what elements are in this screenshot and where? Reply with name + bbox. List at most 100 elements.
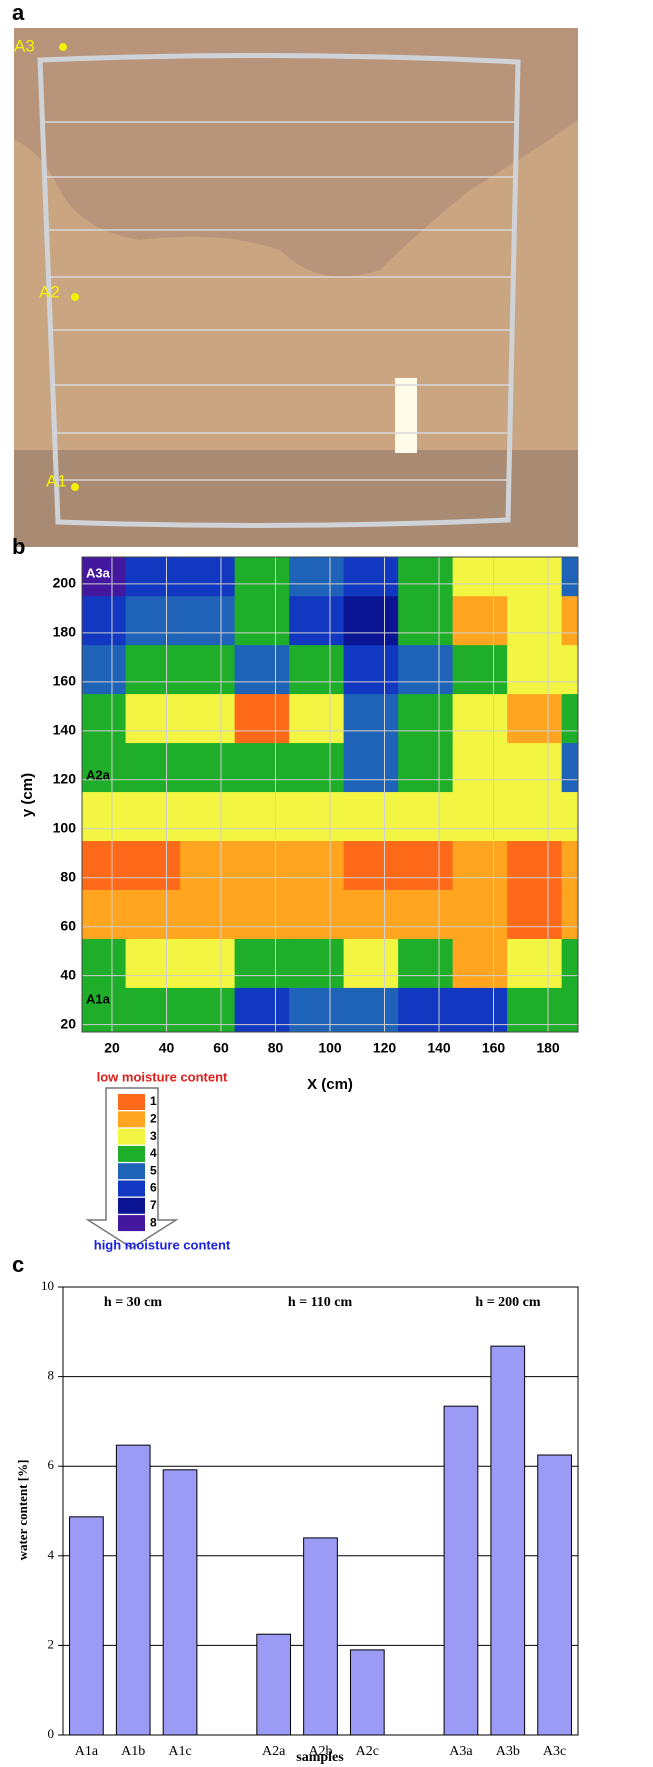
contour-cell (507, 743, 562, 792)
panel-label: b (12, 534, 25, 559)
contour-cell (289, 743, 344, 792)
contour-cell (344, 743, 399, 792)
bar (257, 1634, 291, 1735)
contour-cell (126, 743, 181, 792)
contour-cell (453, 841, 508, 890)
x-tick-label: A1b (121, 1744, 145, 1759)
contour-cell (507, 645, 562, 694)
contour-cell (344, 596, 399, 645)
y-tick-label: 2 (48, 1636, 55, 1651)
contour-cell (235, 939, 290, 988)
bar (116, 1445, 150, 1735)
contour-cell (126, 596, 181, 645)
contour-cell (507, 792, 562, 841)
legend-swatch (118, 1215, 145, 1231)
contour-cell (344, 694, 399, 743)
legend-swatch (118, 1146, 145, 1162)
point-label: A3 (14, 36, 35, 55)
x-tick-label: A2c (356, 1744, 379, 1759)
contour-cell (562, 547, 617, 596)
y-tick-label: 4 (48, 1547, 55, 1562)
contour-cell (180, 547, 235, 596)
x-axis-label: samples (296, 1750, 344, 1765)
contour-cell (453, 743, 508, 792)
contour-cell (398, 841, 453, 890)
contour-cell (180, 939, 235, 988)
contour-cell (453, 939, 508, 988)
contour-cell (235, 841, 290, 890)
contour-cell (507, 841, 562, 890)
contour-cell (562, 694, 617, 743)
contour-cell (398, 743, 453, 792)
y-tick-label: 180 (53, 624, 77, 640)
contour-cell (507, 939, 562, 988)
contour-cell (235, 596, 290, 645)
x-tick-label: A3c (543, 1744, 566, 1759)
contour-cell (344, 547, 399, 596)
contour-cell (71, 645, 126, 694)
contour-cell (398, 792, 453, 841)
legend-label: 1 (150, 1094, 157, 1108)
contour-field (71, 547, 617, 1037)
contour-cell (235, 547, 290, 596)
legend-swatch (118, 1094, 145, 1110)
contour-cell (398, 890, 453, 939)
contour-cell (562, 792, 617, 841)
contour-cell (126, 547, 181, 596)
contour-cell (398, 694, 453, 743)
bar (350, 1650, 384, 1735)
legend-label: 8 (150, 1215, 157, 1229)
contour-cell (453, 547, 508, 596)
legend-swatch (118, 1163, 145, 1179)
legend-bottom: high moisture content (94, 1237, 231, 1252)
legend-top: low moisture content (97, 1069, 228, 1084)
y-tick-label: 60 (60, 917, 76, 933)
annotation: A1a (86, 991, 111, 1006)
contour-cell (453, 988, 508, 1037)
legend-swatch (118, 1129, 145, 1145)
contour-cell (562, 841, 617, 890)
x-tick-label: 160 (482, 1040, 506, 1056)
contour-cell (289, 792, 344, 841)
contour-cell (180, 694, 235, 743)
annotation: A2a (86, 767, 111, 782)
x-tick-label: A1a (75, 1744, 99, 1759)
contour-cell (126, 694, 181, 743)
contour-cell (398, 596, 453, 645)
contour-cell (344, 890, 399, 939)
contour-cell (289, 939, 344, 988)
bar (163, 1470, 197, 1735)
contour-cell (398, 547, 453, 596)
y-tick-label: 80 (60, 868, 76, 884)
contour-cell (453, 694, 508, 743)
contour-cell (398, 939, 453, 988)
contour-cell (344, 841, 399, 890)
contour-cell (180, 988, 235, 1037)
contour-cell (126, 890, 181, 939)
bar (538, 1455, 572, 1735)
contour-cell (289, 841, 344, 890)
contour-cell (180, 743, 235, 792)
contour-cell (126, 645, 181, 694)
contour-cell (126, 841, 181, 890)
contour-cell (453, 890, 508, 939)
panel-label: c (12, 1252, 24, 1277)
annotation: h = 200 cm (475, 1295, 540, 1310)
contour-cell (507, 988, 562, 1037)
contour-cell (562, 988, 617, 1037)
y-tick-label: 200 (53, 575, 77, 591)
y-tick-label: 100 (53, 819, 77, 835)
contour-cell (289, 890, 344, 939)
contour-cell (562, 890, 617, 939)
panel-label: a (12, 0, 25, 25)
contour-cell (235, 743, 290, 792)
legend-label: 7 (150, 1198, 157, 1212)
point-label: A1 (46, 471, 67, 490)
legend-swatch (118, 1111, 145, 1127)
contour-cell (71, 596, 126, 645)
x-tick-label: A3a (449, 1744, 473, 1759)
contour-cell (289, 596, 344, 645)
point-label: A2 (39, 282, 60, 301)
legend-label: 3 (150, 1129, 157, 1143)
y-tick-label: 0 (48, 1726, 55, 1741)
